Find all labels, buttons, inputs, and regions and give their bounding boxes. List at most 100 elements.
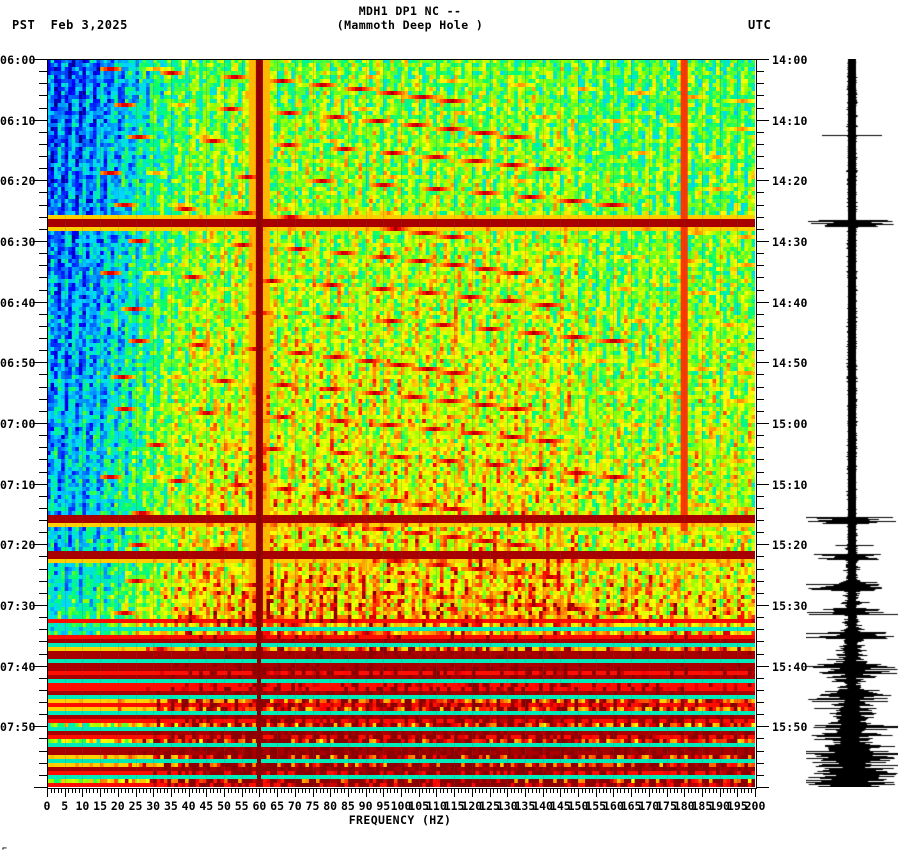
x-tick	[209, 788, 211, 793]
x-tick	[78, 788, 80, 793]
x-tick	[549, 788, 551, 793]
y-tick-right	[756, 702, 764, 704]
x-tick	[475, 788, 477, 793]
x-tick	[585, 788, 587, 793]
x-tick	[298, 788, 300, 793]
y-tick-right	[756, 204, 764, 206]
y-tick-label-pst: 06:10	[0, 113, 36, 128]
y-tick-left	[39, 689, 47, 691]
x-tick-label: 140	[532, 799, 553, 813]
x-tick	[616, 788, 618, 793]
x-tick	[744, 788, 746, 793]
y-tick-label-pst: 07:00	[0, 417, 36, 431]
spectrogram-canvas[interactable]	[47, 59, 755, 787]
x-tick	[231, 788, 233, 793]
x-tick-label: 145	[549, 799, 571, 813]
x-tick	[199, 788, 201, 793]
y-tick-right	[756, 471, 764, 473]
x-tick	[730, 788, 732, 793]
y-tick-right	[756, 726, 769, 728]
y-tick-left	[39, 702, 47, 704]
x-tick	[613, 788, 615, 797]
x-tick	[47, 788, 48, 797]
x-tick	[93, 788, 95, 793]
x-tick	[401, 788, 402, 797]
y-tick-left	[39, 350, 47, 352]
x-axis-title: FREQUENCY (HZ)	[348, 813, 452, 827]
y-tick-right	[756, 107, 764, 109]
corner-artifact: ⌐	[2, 844, 7, 853]
y-tick-right	[756, 374, 764, 376]
x-tick	[510, 788, 512, 793]
x-tick-label: 50	[217, 799, 231, 813]
x-tick	[248, 788, 250, 793]
x-tick	[485, 788, 487, 793]
x-tick	[255, 788, 257, 793]
x-tick	[390, 788, 392, 793]
x-tick	[358, 788, 360, 793]
y-tick-right	[756, 131, 764, 133]
x-tick	[570, 788, 572, 793]
x-tick	[719, 788, 721, 797]
y-tick-right	[756, 71, 764, 73]
x-tick	[673, 788, 675, 793]
x-tick	[61, 788, 63, 793]
y-tick-left	[34, 301, 47, 303]
y-tick-left	[39, 95, 47, 97]
y-tick-left	[39, 253, 47, 255]
y-tick-right	[756, 216, 764, 218]
y-tick-right	[756, 325, 764, 327]
y-tick-right	[756, 556, 764, 558]
x-tick-label: 60	[252, 799, 267, 813]
x-tick	[347, 788, 349, 797]
x-tick	[107, 788, 109, 793]
x-tick	[185, 788, 187, 793]
x-tick	[280, 788, 282, 793]
y-tick-left	[39, 447, 47, 449]
y-tick-left	[39, 192, 47, 194]
y-tick-right	[756, 313, 764, 315]
x-tick	[439, 788, 441, 793]
x-tick	[691, 788, 693, 793]
y-tick-left	[39, 277, 47, 279]
x-tick	[131, 788, 133, 793]
x-tick	[149, 788, 151, 793]
x-tick	[82, 788, 84, 797]
x-tick	[234, 788, 236, 793]
y-tick-left	[34, 544, 47, 546]
x-tick	[128, 788, 130, 793]
y-tick-right	[756, 665, 769, 667]
y-tick-right	[756, 507, 764, 509]
y-tick-left	[39, 471, 47, 473]
x-tick	[560, 788, 562, 797]
x-tick-label: 195	[726, 799, 748, 813]
x-tick	[726, 788, 728, 793]
x-tick-label: 200	[744, 799, 766, 813]
x-tick	[599, 788, 601, 793]
x-tick	[708, 788, 710, 793]
x-tick	[245, 788, 247, 793]
y-tick-left	[39, 750, 47, 752]
x-tick	[110, 788, 112, 793]
x-tick	[383, 788, 385, 797]
y-tick-left	[39, 762, 47, 764]
x-tick	[408, 788, 410, 793]
y-tick-right	[756, 277, 764, 279]
x-tick	[156, 788, 158, 793]
y-tick-left	[34, 605, 47, 606]
x-tick	[273, 788, 275, 793]
y-tick-left	[39, 641, 47, 643]
y-tick-label-pst: 06:00	[0, 53, 36, 67]
x-tick	[606, 788, 608, 793]
seismogram-trace	[806, 59, 898, 787]
spectrogram-plot[interactable]	[47, 59, 755, 787]
x-tick-label: 150	[567, 799, 589, 813]
x-tick	[170, 788, 172, 797]
y-tick-left	[39, 156, 47, 158]
y-tick-right	[756, 180, 769, 182]
y-tick-left	[39, 83, 47, 85]
x-tick	[429, 788, 431, 793]
y-tick-left	[39, 386, 47, 388]
y-tick-right	[756, 605, 769, 606]
x-tick	[404, 788, 406, 793]
